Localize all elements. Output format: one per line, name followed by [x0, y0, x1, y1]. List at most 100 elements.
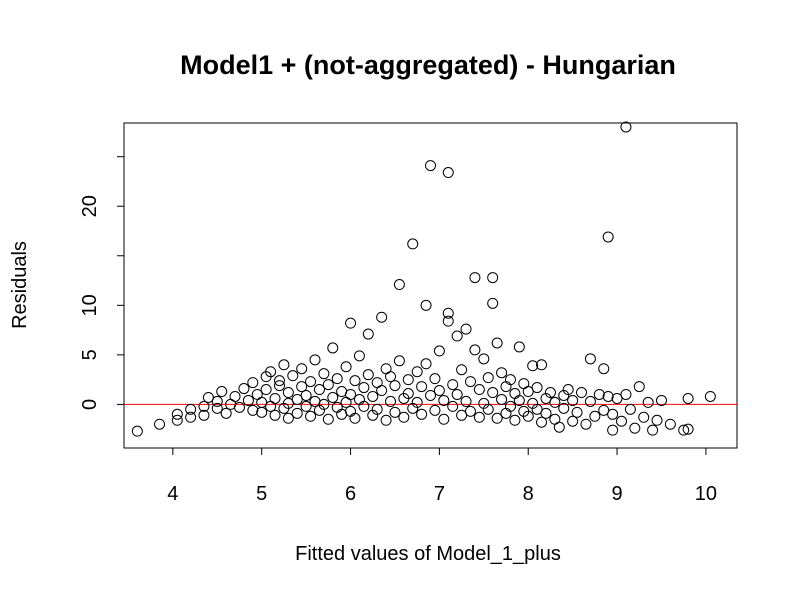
data-point: [611, 392, 623, 404]
data-point: [362, 369, 374, 381]
data-point: [442, 167, 454, 179]
data-point: [305, 376, 317, 388]
data-point: [549, 396, 561, 408]
data-point: [309, 354, 321, 366]
x-tick-label: 4: [167, 483, 178, 505]
y-tick-label: 0: [79, 399, 101, 410]
data-point: [473, 384, 485, 396]
data-point: [598, 363, 610, 375]
data-point: [576, 387, 588, 399]
data-point: [247, 377, 259, 389]
data-point: [273, 375, 285, 387]
plot-box: [123, 122, 738, 449]
data-point: [616, 415, 628, 427]
data-point: [233, 401, 245, 413]
data-point: [522, 386, 534, 398]
data-point: [345, 317, 357, 329]
data-point: [247, 404, 259, 416]
data-point: [389, 406, 401, 418]
data-point: [456, 364, 468, 376]
data-point: [416, 381, 428, 393]
data-point: [300, 400, 312, 412]
data-point: [211, 402, 223, 414]
data-point: [598, 404, 610, 416]
data-point: [460, 323, 472, 335]
data-point: [607, 424, 619, 436]
data-point: [536, 359, 548, 371]
data-point: [544, 387, 556, 399]
data-point: [385, 395, 397, 407]
data-point: [256, 396, 268, 408]
data-point: [589, 410, 601, 422]
data-point: [558, 402, 570, 414]
x-tick-label: 10: [695, 483, 717, 505]
data-point: [429, 404, 441, 416]
data-point: [620, 388, 632, 400]
data-point: [438, 394, 450, 406]
data-point: [469, 272, 481, 284]
data-point: [602, 390, 614, 402]
data-point: [331, 401, 343, 413]
data-point: [633, 381, 645, 393]
data-point: [211, 395, 223, 407]
data-point: [584, 353, 596, 365]
data-point: [562, 384, 574, 396]
data-point: [273, 380, 285, 392]
data-point: [353, 350, 365, 362]
data-point: [664, 418, 676, 430]
data-point: [202, 391, 214, 403]
data-point: [469, 344, 481, 356]
data-point: [682, 392, 694, 404]
data-point: [460, 395, 472, 407]
data-point: [442, 315, 454, 327]
data-point: [584, 395, 596, 407]
data-point: [349, 375, 361, 387]
data-point: [704, 390, 716, 402]
x-tick-label: 6: [345, 483, 356, 505]
data-point: [171, 414, 183, 426]
y-axis-label: Residuals: [9, 241, 31, 329]
data-point: [629, 422, 641, 434]
data-point: [438, 413, 450, 425]
data-point: [322, 379, 334, 391]
data-point: [504, 400, 516, 412]
data-point: [500, 407, 512, 419]
data-point: [345, 405, 357, 417]
data-point: [358, 400, 370, 412]
data-point: [496, 393, 508, 405]
data-point: [602, 231, 614, 243]
data-point: [185, 411, 197, 423]
data-point: [531, 403, 543, 415]
data-point: [287, 370, 299, 382]
data-point: [407, 238, 419, 250]
data-point: [487, 297, 499, 309]
data-point: [580, 418, 592, 430]
data-point: [496, 367, 508, 379]
data-point: [349, 412, 361, 424]
data-point: [278, 359, 290, 371]
x-tick-label: 8: [523, 483, 534, 505]
data-point: [513, 341, 525, 353]
data-point: [313, 384, 325, 396]
data-point: [216, 386, 228, 398]
data-point: [131, 425, 143, 437]
data-point: [411, 366, 423, 378]
x-tick-label: 5: [256, 483, 267, 505]
data-point: [647, 424, 659, 436]
data-point: [464, 376, 476, 388]
data-point: [482, 372, 494, 384]
data-point: [513, 394, 525, 406]
data-point: [420, 299, 432, 311]
data-point: [345, 388, 357, 400]
points-layer: [131, 121, 716, 437]
data-point: [624, 403, 636, 415]
data-point: [402, 374, 414, 386]
data-point: [380, 414, 392, 426]
data-point: [269, 409, 281, 421]
data-point: [220, 407, 232, 419]
data-point: [362, 328, 374, 340]
data-point: [425, 160, 436, 172]
data-point: [464, 405, 476, 417]
data-point: [185, 403, 197, 415]
data-point: [376, 311, 388, 323]
